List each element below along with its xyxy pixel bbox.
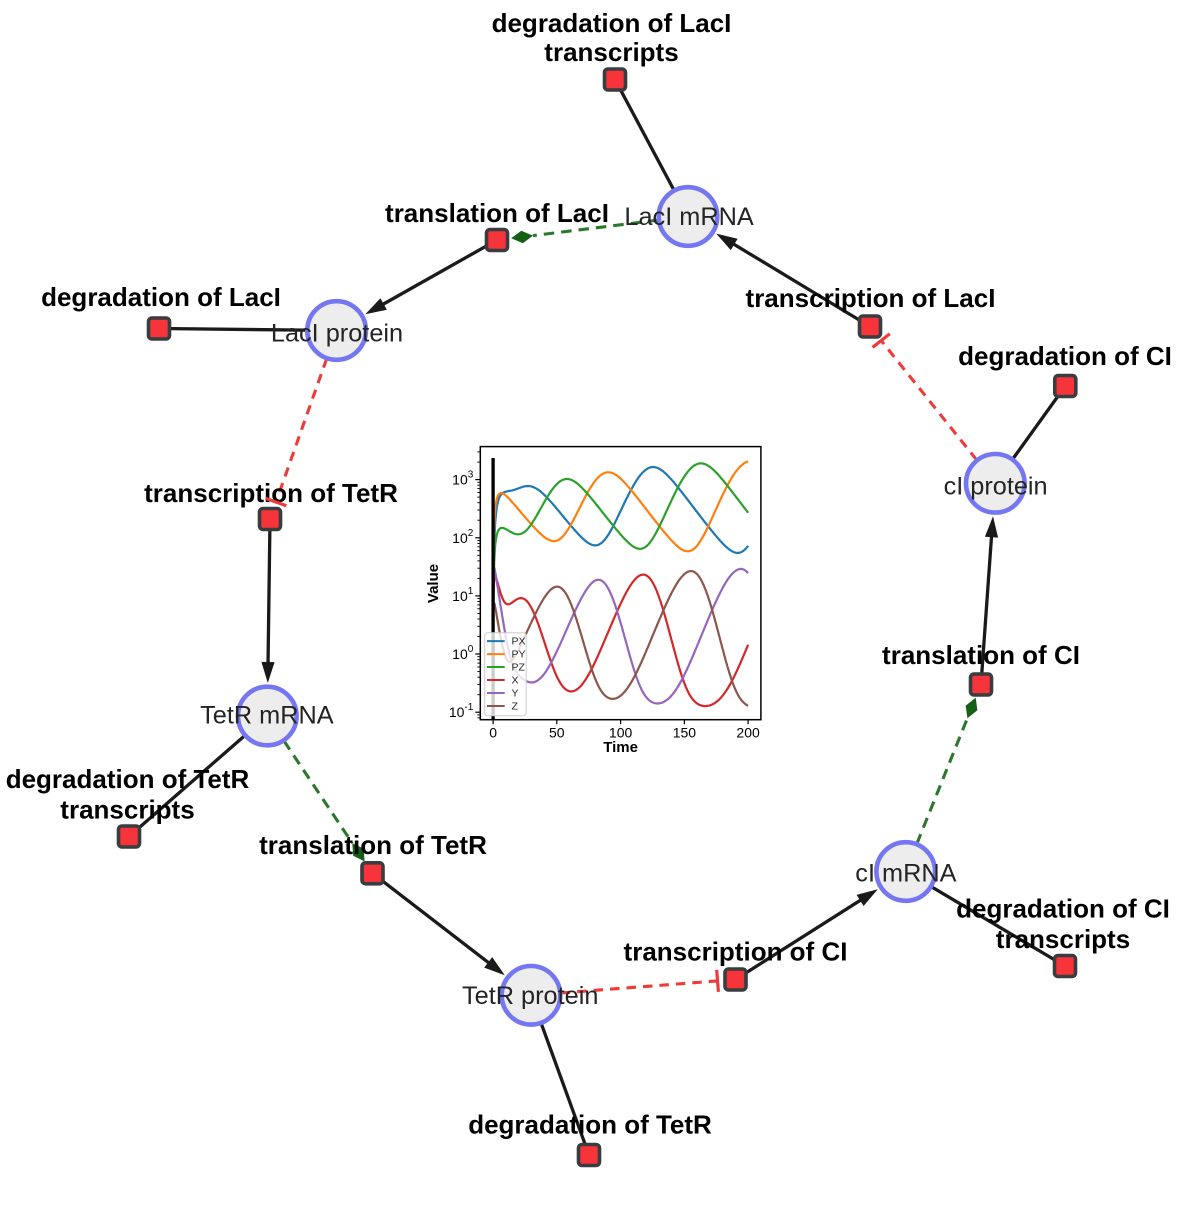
svg-text:degradation of CI: degradation of CI	[956, 894, 1170, 924]
svg-text:X: X	[512, 675, 519, 687]
svg-text:TetR protein: TetR protein	[462, 982, 598, 1010]
svg-text:100: 100	[609, 725, 633, 741]
svg-text:0: 0	[489, 725, 497, 741]
svg-text:degradation of LacI: degradation of LacI	[492, 8, 732, 38]
svg-text:degradation of TetR: degradation of TetR	[6, 764, 250, 794]
svg-text:Time: Time	[603, 739, 638, 756]
svg-text:50: 50	[549, 725, 565, 741]
svg-text:degradation of CI: degradation of CI	[958, 341, 1172, 371]
svg-text:200: 200	[736, 725, 760, 741]
svg-text:LacI protein: LacI protein	[271, 320, 403, 348]
svg-text:150: 150	[673, 725, 697, 741]
svg-text:translation of CI: translation of CI	[882, 640, 1080, 670]
svg-text:Y: Y	[512, 688, 519, 700]
svg-text:Value: Value	[425, 564, 442, 603]
svg-text:PY: PY	[512, 649, 526, 661]
svg-text:PX: PX	[512, 636, 526, 648]
svg-text:transcription of CI: transcription of CI	[624, 937, 848, 967]
svg-text:transcription of TetR: transcription of TetR	[144, 478, 398, 508]
svg-text:transcripts: transcripts	[996, 924, 1130, 954]
svg-text:cI mRNA: cI mRNA	[855, 860, 956, 888]
svg-text:translation of TetR: translation of TetR	[259, 830, 487, 860]
svg-text:LacI mRNA: LacI mRNA	[624, 203, 753, 231]
svg-text:cI protein: cI protein	[944, 473, 1048, 501]
svg-text:transcripts: transcripts	[60, 795, 194, 825]
svg-text:transcripts: transcripts	[544, 37, 678, 67]
svg-text:translation of LacI: translation of LacI	[385, 198, 609, 228]
svg-text:degradation of TetR: degradation of TetR	[468, 1110, 712, 1140]
svg-text:transcription of LacI: transcription of LacI	[746, 283, 996, 313]
svg-text:Z: Z	[512, 701, 519, 713]
svg-text:TetR mRNA: TetR mRNA	[200, 702, 334, 730]
svg-text:PZ: PZ	[512, 662, 526, 674]
svg-text:degradation of LacI: degradation of LacI	[41, 282, 281, 312]
